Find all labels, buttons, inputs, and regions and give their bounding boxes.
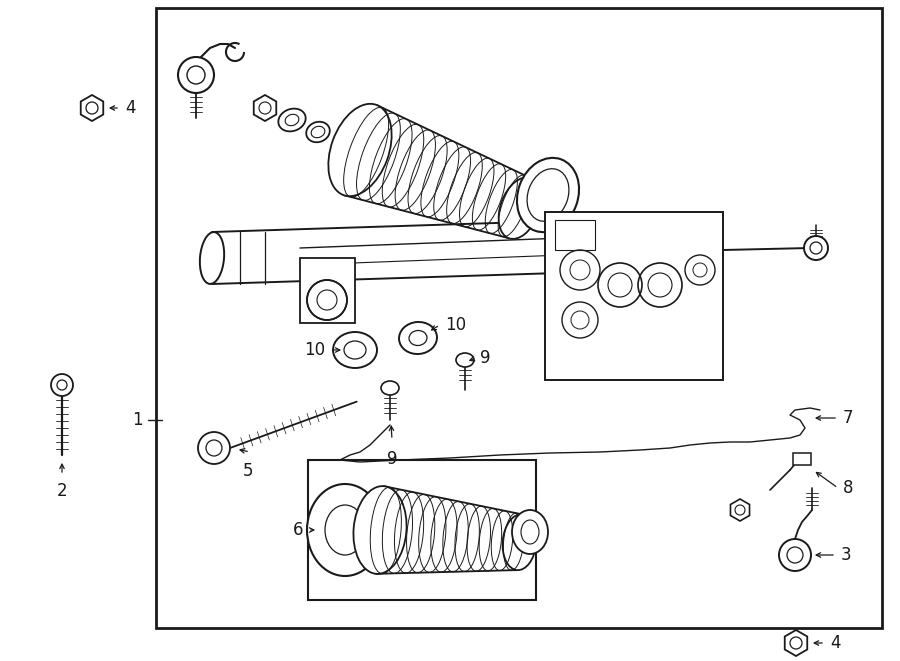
- Ellipse shape: [278, 108, 306, 132]
- Text: 7: 7: [843, 409, 853, 427]
- Polygon shape: [254, 95, 276, 121]
- Polygon shape: [81, 95, 104, 121]
- Ellipse shape: [502, 514, 536, 570]
- Text: 4: 4: [830, 634, 841, 652]
- Bar: [793, 453, 811, 465]
- Text: 5: 5: [243, 462, 253, 480]
- Polygon shape: [731, 499, 750, 521]
- Bar: [300, 258, 355, 323]
- Text: 1: 1: [132, 411, 143, 429]
- Text: 8: 8: [843, 479, 853, 497]
- Circle shape: [804, 236, 828, 260]
- Ellipse shape: [354, 486, 407, 574]
- Ellipse shape: [333, 332, 377, 368]
- Text: 3: 3: [841, 546, 851, 564]
- Ellipse shape: [399, 322, 437, 354]
- Ellipse shape: [200, 232, 224, 284]
- Bar: [156, 8, 882, 628]
- Ellipse shape: [328, 104, 392, 196]
- Bar: [308, 460, 536, 600]
- Bar: [555, 220, 595, 250]
- Bar: [545, 212, 723, 380]
- Ellipse shape: [381, 381, 399, 395]
- Ellipse shape: [307, 484, 383, 576]
- Text: 9: 9: [480, 349, 491, 367]
- Text: 6: 6: [292, 521, 303, 539]
- Ellipse shape: [512, 510, 548, 554]
- Text: 10: 10: [445, 316, 466, 334]
- Text: 9: 9: [387, 450, 397, 468]
- Ellipse shape: [306, 122, 329, 142]
- Ellipse shape: [517, 158, 579, 232]
- Ellipse shape: [499, 177, 541, 239]
- Text: 10: 10: [304, 341, 325, 359]
- Text: 4: 4: [125, 99, 136, 117]
- Ellipse shape: [456, 353, 474, 367]
- Circle shape: [51, 374, 73, 396]
- Text: 2: 2: [57, 482, 68, 500]
- Circle shape: [198, 432, 230, 464]
- Circle shape: [178, 57, 214, 93]
- Polygon shape: [785, 630, 807, 656]
- Circle shape: [779, 539, 811, 571]
